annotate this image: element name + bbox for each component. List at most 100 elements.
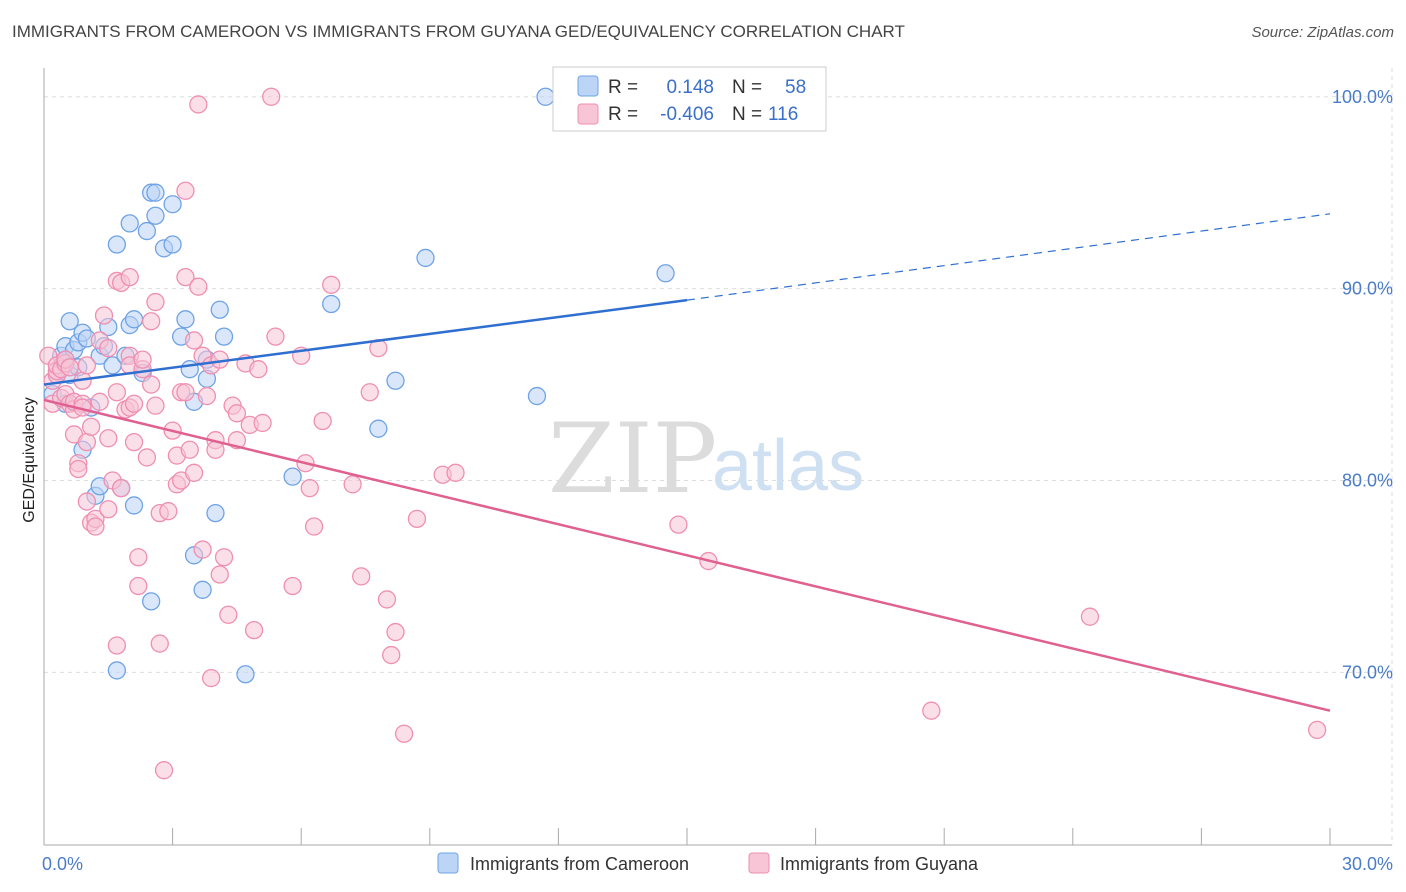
data-point [266,327,285,346]
data-point [1307,720,1327,740]
legend-n-value-2: 116 [768,104,798,125]
data-point [322,275,341,294]
data-point [180,440,199,459]
data-point [142,312,161,331]
data-point [180,360,199,379]
data-point [124,432,144,452]
data-point [142,375,161,394]
data-point [446,463,465,482]
data-point [77,432,97,452]
watermark-zip: ZIP [548,403,717,515]
data-point [90,392,109,411]
data-point [112,479,131,498]
data-point [107,636,127,655]
data-point [184,463,204,482]
data-point [124,394,144,413]
trend-line-cameroon-extension [686,213,1331,301]
data-point [214,327,234,346]
data-point [124,496,144,515]
data-point [1080,607,1100,626]
data-point [137,221,157,241]
legend-swatch-cameroon [577,75,599,97]
data-point [253,413,272,433]
data-point [129,548,148,567]
data-point [360,383,379,402]
legend-n-label-2: N = [732,104,762,125]
series-swatch-guyana [748,852,770,874]
y-tick-label: 90.0% [1342,279,1393,299]
data-point [210,565,229,584]
data-point [416,248,435,268]
data-point [163,195,182,214]
series-label-cameroon: Immigrants from Cameroon [470,854,689,874]
data-point [352,567,371,586]
data-point [382,645,401,665]
data-point [407,509,427,529]
data-point [82,417,101,436]
data-point [377,590,397,609]
data-point [129,576,148,596]
data-point [369,419,388,438]
data-point [77,356,97,375]
data-point [69,459,88,479]
data-point [202,668,221,688]
series-legend: Immigrants from Cameroon Immigrants from… [437,852,979,874]
data-point [283,576,302,596]
data-point [120,267,139,287]
data-points [39,87,1327,780]
data-point [142,592,161,611]
data-point [386,622,405,642]
legend-n-label-1: N = [732,77,762,98]
watermark: ZIP atlas [548,403,864,515]
data-point [120,214,139,233]
legend-swatch-guyana [577,103,599,125]
data-point [527,386,547,406]
data-point [133,350,152,369]
legend-r-label-2: R = [608,104,638,125]
data-point [189,277,208,296]
data-point [304,517,324,536]
data-point [99,429,118,448]
data-point [60,358,79,377]
x-tick-label: 0.0% [42,854,83,874]
legend-r-label-1: R = [608,77,638,98]
data-point [227,404,247,423]
data-point [656,264,675,283]
data-point [99,338,118,358]
data-point [176,181,195,200]
data-point [210,300,229,319]
data-point [300,479,319,498]
series-swatch-cameroon [437,852,459,874]
data-point [159,502,178,521]
data-point [146,206,165,225]
data-point [343,475,362,494]
data-point [189,95,208,114]
trend-line-cameroon [43,298,688,386]
data-point [77,492,97,511]
data-point [99,500,118,519]
data-point [262,87,281,106]
data-point [137,448,157,467]
data-point [922,701,941,720]
data-point [322,294,341,314]
data-point [236,665,255,684]
y-tick-label: 70.0% [1342,662,1393,682]
y-tick-label: 100.0% [1332,87,1393,107]
data-point [283,467,302,486]
data-point [146,183,165,202]
data-point [107,661,127,680]
data-point [184,331,204,350]
data-point [107,383,127,402]
data-point [146,292,165,312]
data-point [394,724,414,743]
data-point [536,87,555,106]
data-point [86,517,105,536]
data-point [193,580,212,599]
data-point [94,306,114,325]
data-point [124,310,144,329]
legend-r-value-1: 0.148 [666,77,714,98]
data-point [219,605,238,624]
data-point [249,360,268,379]
data-point [313,411,332,431]
data-point [669,515,688,534]
